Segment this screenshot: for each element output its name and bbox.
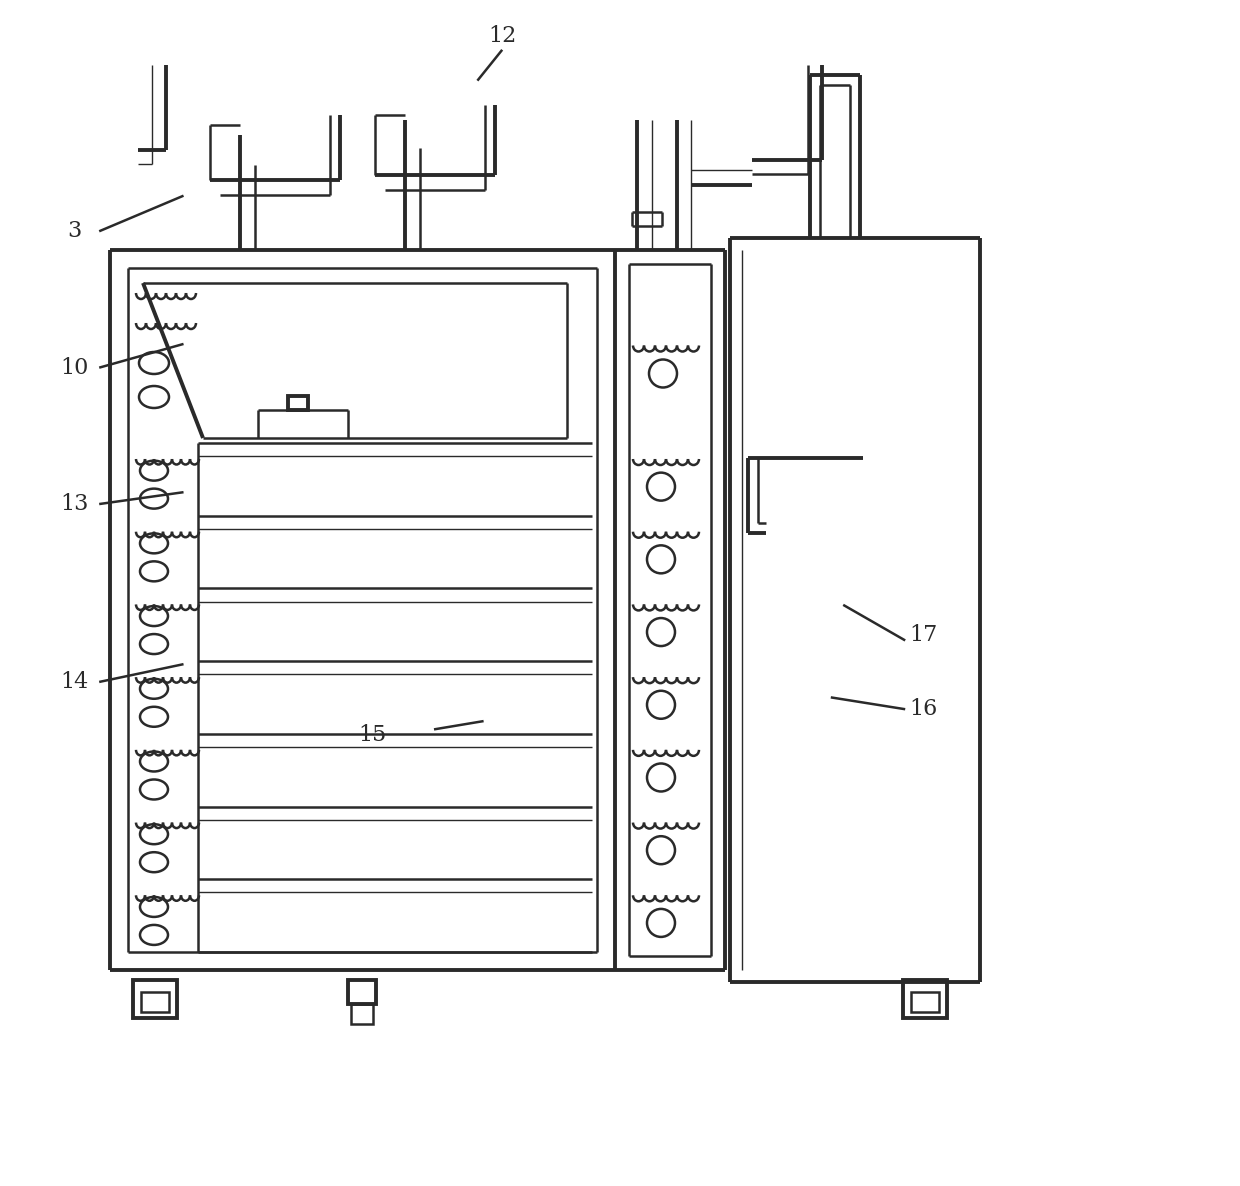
Text: 16: 16 (910, 699, 937, 720)
Bar (348, 980, 376, 1005)
Text: 13: 13 (61, 493, 88, 515)
Text: 12: 12 (489, 25, 516, 46)
Bar (288, 396, 308, 410)
Bar (903, 980, 947, 1018)
Text: 14: 14 (61, 671, 88, 693)
Bar (133, 980, 177, 1018)
Text: 15: 15 (358, 725, 386, 746)
Bar (351, 1005, 373, 1024)
Text: 17: 17 (910, 624, 937, 645)
Bar (911, 991, 939, 1012)
Bar (141, 991, 169, 1012)
Text: 3: 3 (67, 221, 82, 242)
Text: 10: 10 (61, 357, 88, 378)
